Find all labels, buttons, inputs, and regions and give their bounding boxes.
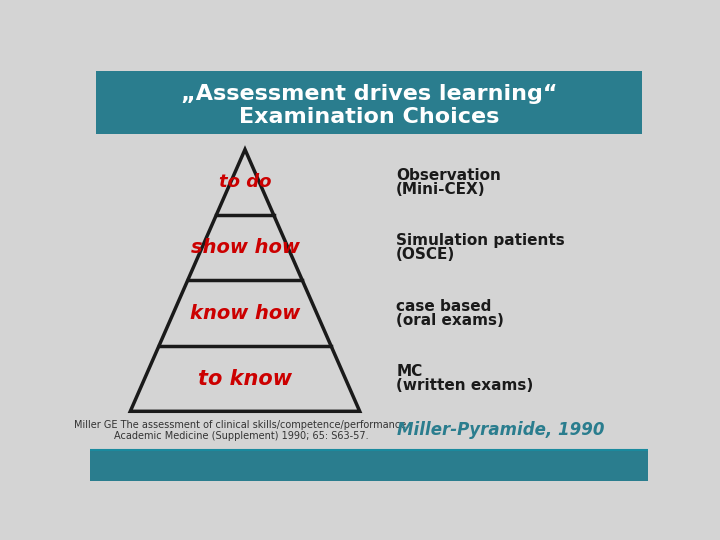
Text: Academic Medicine (Supplement) 1990; 65: S63-57.: Academic Medicine (Supplement) 1990; 65:… (114, 431, 369, 441)
Polygon shape (130, 150, 360, 411)
Text: Simulation patients: Simulation patients (396, 233, 565, 248)
Text: MC: MC (396, 364, 423, 379)
Text: (OSCE): (OSCE) (396, 247, 455, 262)
Bar (96, 71, 642, 134)
Text: Miller-Pyramide, 1990: Miller-Pyramide, 1990 (397, 421, 605, 439)
Text: Examination Choices: Examination Choices (239, 107, 499, 127)
Bar (90, 450, 648, 481)
Text: Observation: Observation (396, 168, 501, 183)
Text: to do: to do (219, 173, 271, 191)
Text: to know: to know (198, 369, 292, 389)
Text: „Assessment drives learning“: „Assessment drives learning“ (181, 84, 557, 104)
Text: case based: case based (396, 299, 492, 314)
Text: (oral exams): (oral exams) (396, 313, 504, 328)
Text: (written exams): (written exams) (396, 378, 534, 393)
Text: (Mini-CEX): (Mini-CEX) (396, 181, 486, 197)
Text: Miller GE The assessment of clinical skills/competence/performance.: Miller GE The assessment of clinical ski… (73, 420, 409, 430)
Text: know how: know how (190, 303, 300, 322)
Text: show how: show how (191, 238, 300, 257)
